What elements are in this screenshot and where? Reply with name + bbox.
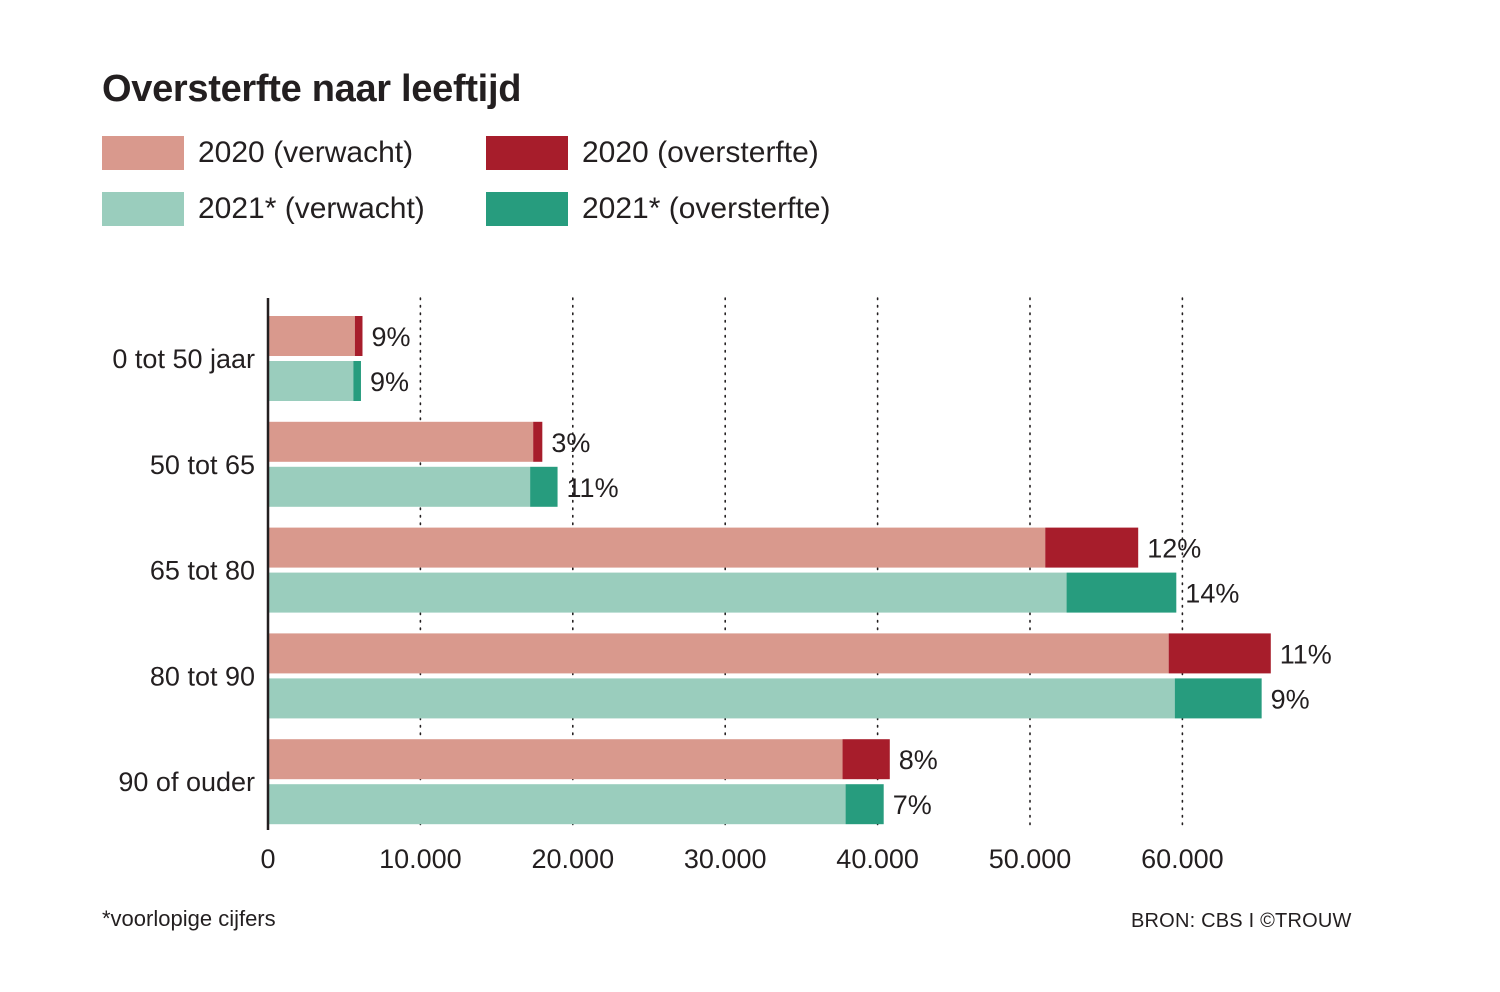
data-label: 7% [893, 790, 932, 820]
category-label: 0 tot 50 jaar [112, 344, 255, 374]
chart-title: Oversterfte naar leeftijd [102, 68, 522, 110]
legend-item-2021-excess: 2021* (oversterfte) [486, 192, 830, 226]
bar-expected [268, 633, 1169, 674]
bar-expected [268, 678, 1175, 719]
bar-expected [268, 527, 1046, 568]
data-label: 11% [567, 473, 619, 503]
bar-expected [268, 316, 355, 356]
bar-expected [268, 361, 354, 401]
data-label: 14% [1185, 579, 1239, 609]
bar-excess [530, 466, 558, 507]
category-label: 65 tot 80 [150, 556, 255, 586]
category-label: 90 of ouder [118, 767, 255, 797]
legend-label: 2020 (verwacht) [198, 136, 414, 169]
legend-label: 2020 (oversterfte) [582, 136, 819, 169]
bar-excess [1066, 572, 1177, 613]
legend-swatch [102, 136, 184, 170]
legend-swatch [102, 192, 184, 226]
x-tick-label: 10.000 [379, 844, 462, 874]
category-label: 50 tot 65 [150, 450, 255, 480]
data-label: 9% [370, 367, 409, 397]
legend-item-2020-expected: 2020 (verwacht) [102, 136, 413, 170]
bar-excess [354, 316, 363, 356]
x-tick-label: 40.000 [836, 844, 919, 874]
data-label: 9% [1271, 684, 1310, 714]
bar-excess [845, 784, 884, 825]
bar-excess [353, 361, 361, 401]
bar-expected [268, 739, 843, 780]
source-credit: BRON: CBS I ©TROUW [1131, 910, 1352, 932]
bar-excess [533, 421, 543, 462]
data-label: 12% [1147, 534, 1201, 564]
x-tick-label: 60.000 [1141, 844, 1224, 874]
data-label: 11% [1280, 639, 1332, 669]
category-label: 80 tot 90 [150, 661, 255, 691]
legend-item-2021-expected: 2021* (verwacht) [102, 192, 425, 226]
x-tick-label: 30.000 [684, 844, 767, 874]
bar-expected [268, 572, 1067, 613]
bar-expected [268, 421, 534, 462]
data-label: 3% [551, 428, 590, 458]
legend-swatch [486, 192, 568, 226]
x-tick-label: 0 [260, 844, 275, 874]
data-label: 9% [371, 322, 410, 352]
bar-expected [268, 466, 531, 507]
bar-excess [842, 739, 890, 780]
footnote: *voorlopige cijfers [102, 906, 276, 931]
legend-swatch [486, 136, 568, 170]
bar-expected [268, 784, 846, 825]
bar-excess [1168, 633, 1271, 674]
legend-item-2020-excess: 2020 (oversterfte) [486, 136, 819, 170]
bar-excess [1045, 527, 1139, 568]
x-tick-label: 50.000 [989, 844, 1072, 874]
legend-label: 2021* (oversterfte) [582, 192, 831, 225]
bar-excess [1174, 678, 1262, 719]
data-label: 8% [899, 745, 938, 775]
x-tick-label: 20.000 [532, 844, 615, 874]
legend-label: 2021* (verwacht) [198, 192, 425, 225]
